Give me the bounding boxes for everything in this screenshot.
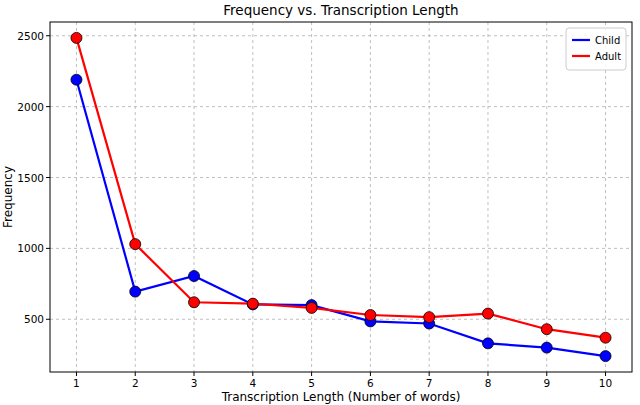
x-tick	[546, 372, 547, 376]
x-tick	[605, 372, 606, 376]
x-tick	[135, 372, 136, 376]
x-grid-line	[487, 22, 488, 372]
data-point	[247, 298, 258, 309]
data-point	[482, 338, 493, 349]
x-tick-label: 3	[191, 377, 198, 389]
x-tick-label: 8	[485, 377, 492, 389]
grid	[50, 22, 632, 372]
x-tick	[76, 372, 77, 376]
data-point	[71, 32, 82, 43]
x-tick	[252, 372, 253, 376]
data-point	[130, 286, 141, 297]
x-tick	[311, 372, 312, 376]
x-grid-line	[252, 22, 253, 372]
chart-svg: 500 1000 1500 2000 2500 1 2 3 4 5 6 7 8 9 10 Transcript…	[0, 0, 640, 405]
data-point	[130, 239, 141, 250]
legend: Child Adult	[566, 28, 626, 70]
x-tick-label: 5	[308, 377, 315, 389]
x-tick-label: 2	[132, 377, 139, 389]
x-grid-line	[311, 22, 312, 372]
plot-area	[71, 32, 611, 361]
legend-swatch	[572, 55, 590, 57]
y-grid-line	[50, 106, 632, 107]
y-tick-label: 1000	[17, 242, 44, 254]
y-tick	[46, 106, 50, 107]
legend-swatch	[572, 39, 590, 41]
x-tick-label: 4	[249, 377, 256, 389]
background	[0, 0, 640, 405]
y-tick-label: 2000	[17, 101, 44, 113]
series-0	[71, 74, 611, 361]
data-point	[541, 342, 552, 353]
y-axis-label: Frequency	[1, 166, 15, 228]
x-tick-label: 7	[426, 377, 433, 389]
y-tick	[46, 319, 50, 320]
axes: 500 1000 1500 2000 2500 1 2 3 4 5 6 7 8 9 10	[17, 30, 612, 389]
series-line	[76, 80, 605, 356]
data-point	[541, 324, 552, 335]
chart-title: Frequency vs. Transcription Length	[223, 2, 458, 18]
legend-label: Adult	[595, 51, 621, 62]
x-grid-line	[194, 22, 195, 372]
data-point	[247, 299, 258, 310]
x-grid-line	[605, 22, 606, 372]
data-point	[482, 308, 493, 319]
chart-container: 500 1000 1500 2000 2500 1 2 3 4 5 6 7 8 9 10 Transcript…	[0, 0, 640, 405]
data-point	[424, 312, 435, 323]
y-tick-label: 2500	[17, 30, 44, 42]
x-tick-label: 10	[599, 377, 612, 389]
legend-box	[566, 28, 626, 70]
y-grid-line	[50, 35, 632, 36]
x-grid-line	[546, 22, 547, 372]
x-tick	[194, 372, 195, 376]
y-tick-label: 1500	[17, 172, 44, 184]
data-point	[71, 74, 82, 85]
data-point	[189, 297, 200, 308]
legend-label: Child	[595, 35, 620, 46]
x-tick-label: 6	[367, 377, 374, 389]
plot-frame	[50, 22, 632, 372]
data-point	[189, 271, 200, 282]
y-tick	[46, 248, 50, 249]
y-tick-label: 500	[24, 313, 44, 325]
y-tick	[46, 177, 50, 178]
y-grid-line	[50, 319, 632, 320]
x-tick	[487, 372, 488, 376]
y-grid-line	[50, 177, 632, 178]
x-grid-line	[135, 22, 136, 372]
series-1	[71, 32, 611, 343]
data-point	[365, 310, 376, 321]
x-tick-label: 1	[73, 377, 80, 389]
data-point	[600, 351, 611, 362]
series-line	[76, 38, 605, 338]
data-point	[600, 332, 611, 343]
data-point	[306, 302, 317, 313]
x-tick	[370, 372, 371, 376]
x-tick-label: 9	[543, 377, 550, 389]
y-tick	[46, 35, 50, 36]
x-axis-label: Transcription Length (Number of words)	[221, 390, 461, 404]
x-tick	[429, 372, 430, 376]
